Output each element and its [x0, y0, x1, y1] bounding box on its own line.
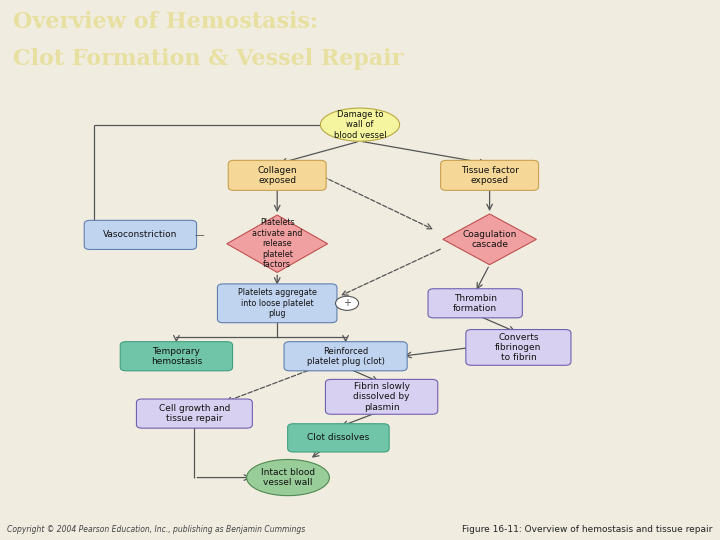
Text: Damage to
wall of
blood vessel: Damage to wall of blood vessel: [333, 110, 387, 139]
FancyBboxPatch shape: [217, 284, 337, 323]
Text: Converts
fibrinogen
to fibrin: Converts fibrinogen to fibrin: [495, 333, 541, 362]
Text: Cell growth and
tissue repair: Cell growth and tissue repair: [158, 404, 230, 423]
FancyBboxPatch shape: [284, 342, 407, 371]
Text: Figure 16-11: Overview of hemostasis and tissue repair: Figure 16-11: Overview of hemostasis and…: [462, 525, 713, 534]
FancyBboxPatch shape: [428, 289, 523, 318]
FancyBboxPatch shape: [325, 380, 438, 414]
Text: Clot Formation & Vessel Repair: Clot Formation & Vessel Repair: [13, 48, 403, 70]
FancyBboxPatch shape: [288, 424, 389, 452]
Text: Platelets
activate and
release
platelet
factors: Platelets activate and release platelet …: [252, 219, 302, 269]
Ellipse shape: [246, 460, 329, 496]
Text: Coagulation
cascade: Coagulation cascade: [462, 230, 517, 249]
Text: Vasoconstriction: Vasoconstriction: [103, 231, 178, 239]
Polygon shape: [227, 215, 328, 272]
Text: Tissue factor
exposed: Tissue factor exposed: [461, 166, 518, 185]
Polygon shape: [443, 214, 536, 265]
Ellipse shape: [320, 108, 400, 141]
Text: Fibrin slowly
dissolved by
plasmin: Fibrin slowly dissolved by plasmin: [354, 382, 410, 411]
FancyBboxPatch shape: [466, 329, 571, 365]
Text: Thrombin
formation: Thrombin formation: [453, 294, 498, 313]
Circle shape: [336, 296, 359, 310]
FancyBboxPatch shape: [84, 220, 197, 249]
Text: Reinforced
platelet plug (clot): Reinforced platelet plug (clot): [307, 347, 384, 366]
Text: Temporary
hemostasis: Temporary hemostasis: [150, 347, 202, 366]
Text: Overview of Hemostasis:: Overview of Hemostasis:: [13, 11, 318, 33]
Text: Copyright © 2004 Pearson Education, Inc., publishing as Benjamin Cummings: Copyright © 2004 Pearson Education, Inc.…: [7, 525, 305, 534]
Text: —: —: [194, 230, 204, 240]
Text: +: +: [343, 298, 351, 308]
FancyBboxPatch shape: [137, 399, 252, 428]
Text: Platelets aggregate
into loose platelet
plug: Platelets aggregate into loose platelet …: [238, 288, 317, 318]
FancyBboxPatch shape: [120, 342, 233, 371]
FancyBboxPatch shape: [228, 160, 326, 191]
Text: Intact blood
vessel wall: Intact blood vessel wall: [261, 468, 315, 487]
FancyBboxPatch shape: [441, 160, 539, 191]
Text: Collagen
exposed: Collagen exposed: [257, 166, 297, 185]
Text: Clot dissolves: Clot dissolves: [307, 434, 369, 442]
